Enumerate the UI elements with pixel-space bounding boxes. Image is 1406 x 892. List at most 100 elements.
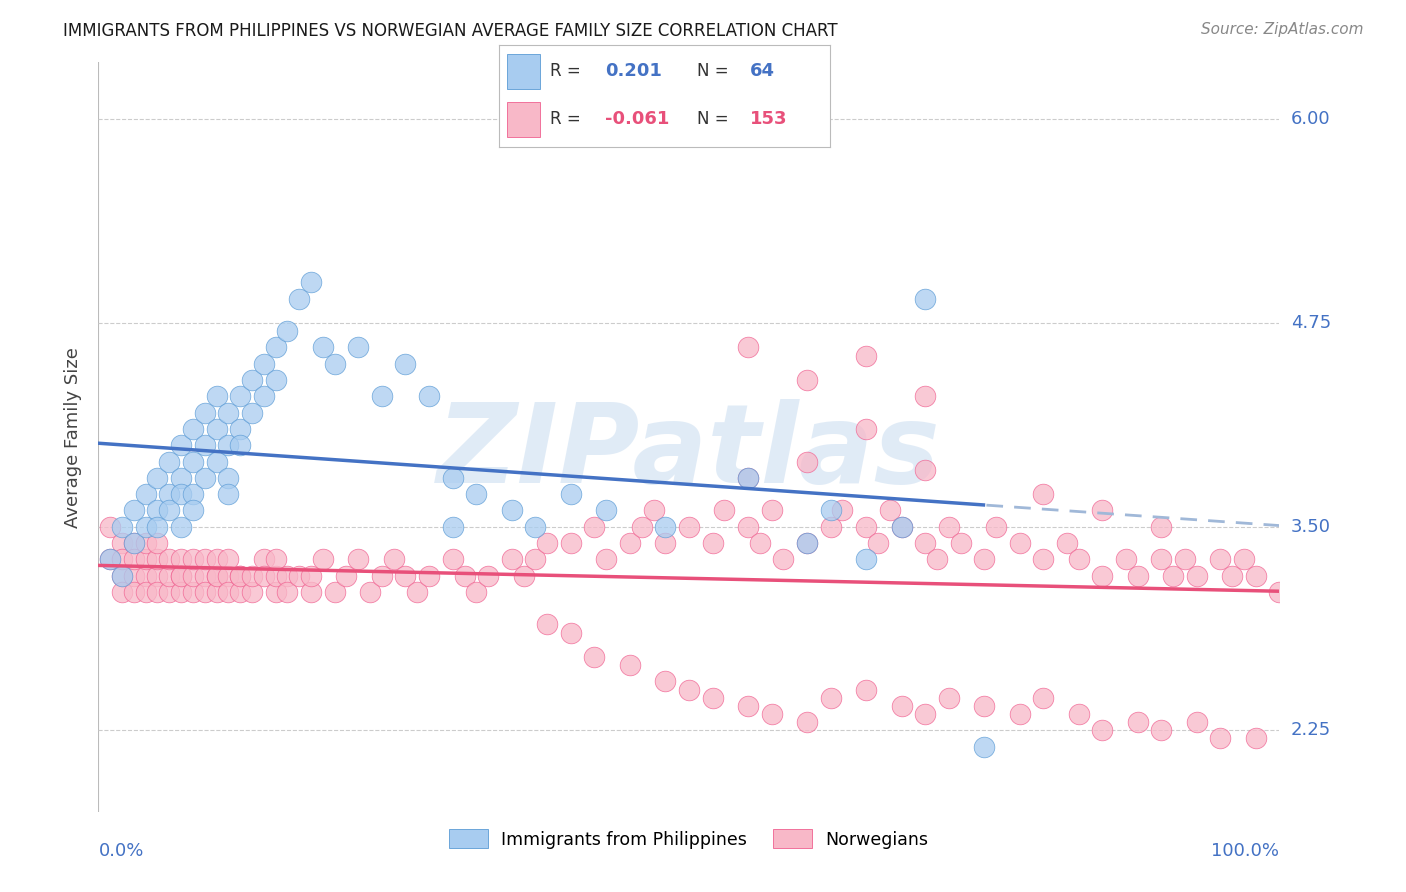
Point	[359, 584, 381, 599]
Point	[299, 276, 322, 290]
Point	[122, 568, 145, 582]
Point	[111, 584, 134, 599]
Point	[796, 715, 818, 730]
Point	[217, 406, 239, 420]
Point	[98, 519, 121, 533]
Point	[264, 552, 287, 566]
Point	[382, 552, 405, 566]
Point	[194, 568, 217, 582]
Point	[1209, 552, 1232, 566]
Text: 64: 64	[751, 62, 775, 80]
Point	[253, 357, 276, 371]
Point	[1233, 552, 1256, 566]
Point	[229, 584, 252, 599]
Point	[146, 568, 169, 582]
Point	[312, 552, 335, 566]
Text: 6.00: 6.00	[1291, 111, 1330, 128]
Point	[1056, 536, 1078, 550]
Point	[619, 536, 641, 550]
Point	[524, 519, 547, 533]
Point	[914, 292, 936, 306]
Point	[713, 503, 735, 517]
Point	[253, 389, 276, 403]
Point	[831, 503, 853, 517]
Point	[1067, 552, 1090, 566]
Point	[761, 503, 783, 517]
Text: R =: R =	[550, 111, 586, 128]
Point	[796, 373, 818, 387]
Point	[914, 463, 936, 477]
Point	[205, 389, 228, 403]
Point	[441, 552, 464, 566]
Point	[264, 341, 287, 355]
Point	[181, 454, 204, 468]
Point	[194, 406, 217, 420]
Point	[1150, 723, 1173, 738]
Point	[772, 552, 794, 566]
Point	[465, 584, 488, 599]
Point	[181, 568, 204, 582]
Point	[146, 519, 169, 533]
Point	[122, 536, 145, 550]
Point	[737, 519, 759, 533]
Point	[441, 471, 464, 485]
Point	[146, 584, 169, 599]
Bar	[508, 54, 540, 88]
Point	[1126, 715, 1149, 730]
Point	[157, 454, 180, 468]
Text: 4.75: 4.75	[1291, 314, 1331, 332]
Point	[135, 519, 157, 533]
Point	[371, 389, 394, 403]
Point	[678, 519, 700, 533]
Point	[135, 536, 157, 550]
Point	[240, 568, 263, 582]
Point	[418, 389, 440, 403]
Point	[796, 454, 818, 468]
Point	[702, 690, 724, 705]
Point	[925, 552, 948, 566]
Point	[146, 503, 169, 517]
Point	[737, 341, 759, 355]
Point	[1220, 568, 1243, 582]
Point	[465, 487, 488, 501]
Point	[276, 568, 298, 582]
Text: R =: R =	[550, 62, 586, 80]
Point	[312, 341, 335, 355]
Point	[98, 552, 121, 566]
Point	[630, 519, 652, 533]
Point	[890, 519, 912, 533]
Point	[194, 552, 217, 566]
Point	[253, 568, 276, 582]
Point	[654, 674, 676, 689]
Point	[205, 568, 228, 582]
Point	[146, 536, 169, 550]
Point	[1008, 706, 1031, 721]
Point	[170, 519, 193, 533]
Point	[1008, 536, 1031, 550]
Point	[205, 422, 228, 436]
Point	[170, 487, 193, 501]
Bar	[508, 102, 540, 137]
Point	[288, 568, 311, 582]
Point	[560, 536, 582, 550]
Point	[820, 503, 842, 517]
Point	[890, 698, 912, 713]
Point	[181, 503, 204, 517]
Point	[157, 552, 180, 566]
Point	[181, 487, 204, 501]
Text: Source: ZipAtlas.com: Source: ZipAtlas.com	[1201, 22, 1364, 37]
Point	[240, 584, 263, 599]
Point	[1032, 552, 1054, 566]
Point	[170, 552, 193, 566]
Legend: Immigrants from Philippines, Norwegians: Immigrants from Philippines, Norwegians	[443, 822, 935, 855]
Point	[702, 536, 724, 550]
Text: IMMIGRANTS FROM PHILIPPINES VS NORWEGIAN AVERAGE FAMILY SIZE CORRELATION CHART: IMMIGRANTS FROM PHILIPPINES VS NORWEGIAN…	[63, 22, 838, 40]
Point	[1091, 723, 1114, 738]
Point	[394, 357, 416, 371]
Point	[347, 552, 370, 566]
Point	[146, 471, 169, 485]
Point	[643, 503, 665, 517]
Point	[1209, 731, 1232, 746]
Point	[1150, 519, 1173, 533]
Point	[217, 568, 239, 582]
